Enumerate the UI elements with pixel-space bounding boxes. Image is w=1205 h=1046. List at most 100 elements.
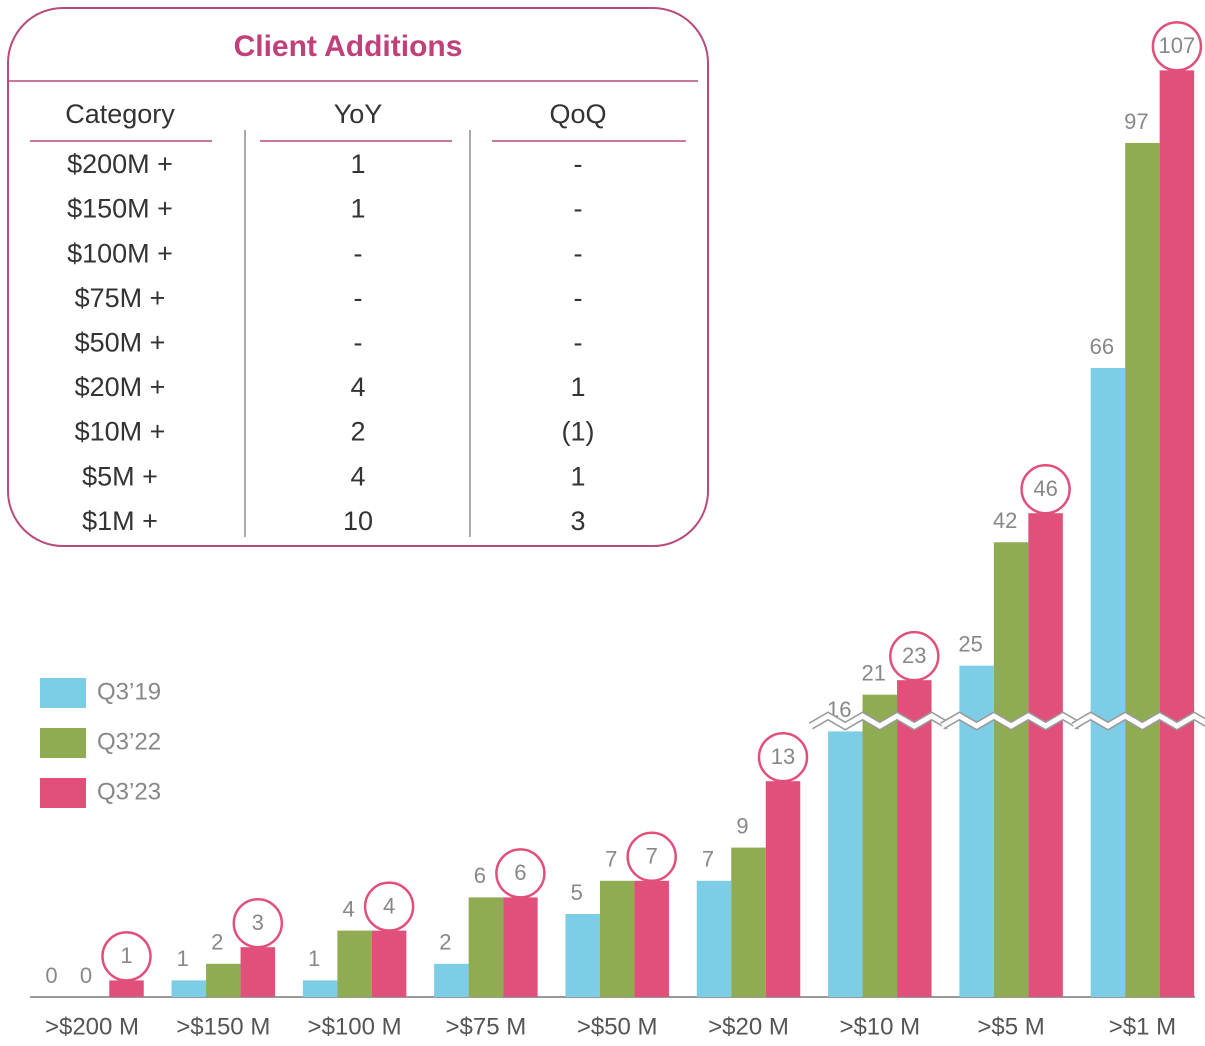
x-tick-label: >$10 M: [839, 1013, 920, 1040]
highlight-circle: [1151, 21, 1203, 72]
value-label: 46: [1033, 476, 1057, 501]
highlight-circle: [626, 831, 677, 883]
value-label: 107: [1159, 33, 1196, 58]
table-cell: $150M +: [67, 194, 173, 224]
legend-label: Q3’19: [97, 678, 161, 705]
table-cell: $20M +: [75, 372, 166, 402]
value-label: 0: [80, 963, 92, 988]
value-label: 23: [902, 643, 926, 668]
table-cell: 4: [350, 461, 365, 491]
bar: [302, 980, 338, 997]
table-cell: 4: [350, 372, 365, 402]
highlight-circle: [495, 848, 546, 899]
value-label: 7: [605, 847, 617, 872]
highlight-circle: [363, 881, 415, 932]
value-label: 9: [736, 813, 748, 838]
table-cell: 10: [343, 506, 373, 536]
bar: [337, 930, 372, 997]
bar: [731, 847, 766, 997]
table-cell: -: [354, 328, 363, 358]
x-tick-label: >$75 M: [446, 1013, 527, 1040]
table-cell: 1: [350, 194, 365, 224]
value-label: 2: [439, 930, 451, 955]
table-cell: 2: [350, 417, 365, 447]
value-label: 13: [771, 744, 795, 769]
x-tick-label: >$200 M: [45, 1013, 139, 1040]
table-cell: -: [574, 238, 583, 268]
legend-label: Q3’22: [97, 728, 161, 755]
bar: [1090, 368, 1126, 997]
table-cell: -: [354, 238, 363, 268]
value-label: 0: [45, 963, 57, 988]
bar: [696, 880, 732, 997]
value-label: 6: [474, 863, 486, 888]
table-cell: 1: [570, 372, 585, 402]
table-cell: 3: [570, 506, 585, 536]
value-label: 66: [1090, 334, 1114, 359]
value-label: 4: [342, 896, 354, 921]
x-tick-label: >$20 M: [708, 1013, 789, 1040]
table-cell: -: [574, 283, 583, 313]
value-label: 1: [308, 946, 320, 971]
value-label: 1: [120, 943, 132, 968]
table-box: [7, 7, 709, 547]
table-cell: (1): [562, 417, 595, 447]
bar: [993, 542, 1029, 997]
bar: [434, 963, 469, 997]
bar: [634, 880, 669, 997]
highlight-circle: [232, 897, 284, 949]
legend-swatch: [40, 678, 86, 708]
highlight-circle: [101, 931, 152, 982]
x-tick-label: >$1 M: [1109, 1013, 1176, 1040]
legend-swatch: [40, 728, 86, 758]
table-cell: $100M +: [67, 238, 173, 268]
value-label: 6: [514, 860, 526, 885]
x-tick-label: >$100 M: [308, 1013, 402, 1040]
value-label: 42: [993, 508, 1017, 533]
table-cell: $5M +: [82, 461, 158, 491]
value-label: 7: [702, 847, 714, 872]
value-label: 97: [1124, 109, 1148, 134]
bar: [109, 980, 144, 997]
bar: [828, 731, 863, 997]
table-header: QoQ: [549, 99, 606, 129]
bar: [1125, 142, 1160, 997]
table-title: Client Additions: [234, 30, 463, 63]
axis-break: [1072, 713, 1205, 729]
bar: [862, 694, 898, 997]
value-label: 5: [571, 880, 583, 905]
table-cell: -: [574, 194, 583, 224]
bar: [171, 980, 207, 997]
x-tick-label: >$150 M: [176, 1013, 270, 1040]
bar: [468, 897, 504, 997]
bar: [1028, 513, 1063, 997]
bar: [1159, 70, 1195, 998]
value-label: 21: [862, 661, 886, 686]
legend-label: Q3’23: [97, 778, 161, 805]
bar: [371, 930, 407, 997]
bar: [206, 963, 241, 997]
value-label: 25: [958, 631, 982, 656]
highlight-circle: [757, 731, 809, 783]
table-cell: -: [574, 328, 583, 358]
value-label: 4: [383, 893, 395, 918]
table-cell: $75M +: [75, 283, 166, 313]
x-tick-label: >$50 M: [577, 1013, 658, 1040]
value-label: 1: [177, 946, 189, 971]
value-label: 7: [646, 844, 658, 869]
bar: [565, 914, 600, 997]
bar: [765, 781, 801, 997]
bar: [503, 897, 538, 997]
legend-swatch: [40, 778, 86, 808]
value-label: 2: [211, 930, 223, 955]
value-label: 3: [252, 910, 264, 935]
table-cell: $10M +: [75, 417, 166, 447]
table-header: Category: [65, 99, 175, 129]
highlight-circle: [889, 630, 940, 682]
x-tick-label: >$5 M: [977, 1013, 1044, 1040]
table-header: YoY: [334, 99, 383, 129]
bar: [599, 880, 635, 997]
table-cell: $200M +: [67, 149, 173, 179]
table-cell: -: [354, 283, 363, 313]
